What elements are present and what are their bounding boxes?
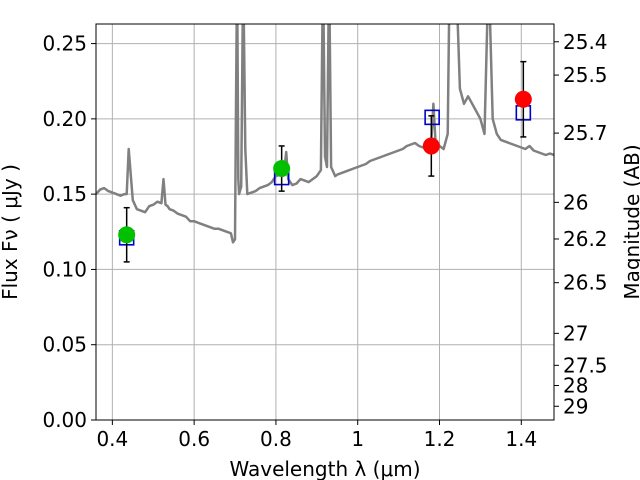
right-tick-label: 25.5	[563, 63, 608, 87]
plot-frame	[95, 23, 555, 421]
y-tick-label: 0.10	[42, 257, 87, 281]
x-tick-label: 1.2	[424, 427, 456, 451]
right-tick-label: 25.4	[563, 30, 608, 54]
model-spectrum	[96, 24, 554, 244]
y-axis-label: Flux Fν ( μJy )	[0, 164, 22, 300]
right-tick-label: 27.5	[563, 353, 608, 377]
model-spectrum-line	[96, 24, 554, 244]
photometry-points	[118, 90, 532, 244]
right-axis-label: Magnitude (AB)	[620, 144, 640, 299]
x-tick-label: 0.6	[178, 427, 210, 451]
data-point-green	[273, 160, 291, 178]
model-box	[424, 109, 440, 126]
right-tick-label: 26.5	[563, 271, 608, 295]
x-axis-label: Wavelength λ (μm)	[229, 457, 420, 480]
y-tick-label: 0.20	[42, 107, 87, 131]
y-axis-ticks: 0.00 0.05 0.10 0.15 0.20 0.25	[42, 32, 96, 432]
right-tick-label: 29	[563, 394, 588, 418]
x-axis-ticks: 0.4 0.6 0.8 1 1.2 1.4	[96, 420, 537, 451]
right-tick-label: 26.2	[563, 227, 608, 251]
right-tick-label: 28	[563, 374, 588, 398]
right-tick-label: 25.7	[563, 121, 608, 145]
data-point-red	[514, 90, 532, 108]
right-tick-label: 27	[563, 321, 588, 345]
y-tick-label: 0.15	[42, 182, 87, 206]
y-tick-label: 0.00	[42, 408, 87, 432]
x-tick-label: 1.4	[505, 427, 537, 451]
y-tick-label: 0.05	[42, 333, 87, 357]
y-tick-label: 0.25	[42, 32, 87, 56]
data-point-red	[422, 137, 440, 155]
x-tick-label: 0.4	[96, 427, 128, 451]
right-tick-label: 26	[563, 190, 588, 214]
x-tick-label: 0.8	[260, 427, 292, 451]
x-tick-label: 1	[351, 427, 364, 451]
data-point-green	[118, 226, 136, 244]
